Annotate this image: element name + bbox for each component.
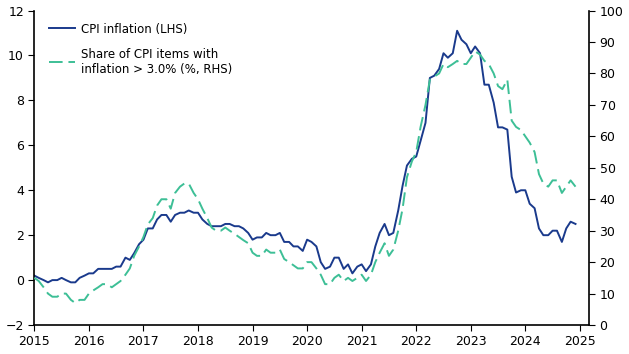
Legend: CPI inflation (LHS), Share of CPI items with
inflation > 3.0% (%, RHS): CPI inflation (LHS), Share of CPI items …: [46, 19, 236, 80]
